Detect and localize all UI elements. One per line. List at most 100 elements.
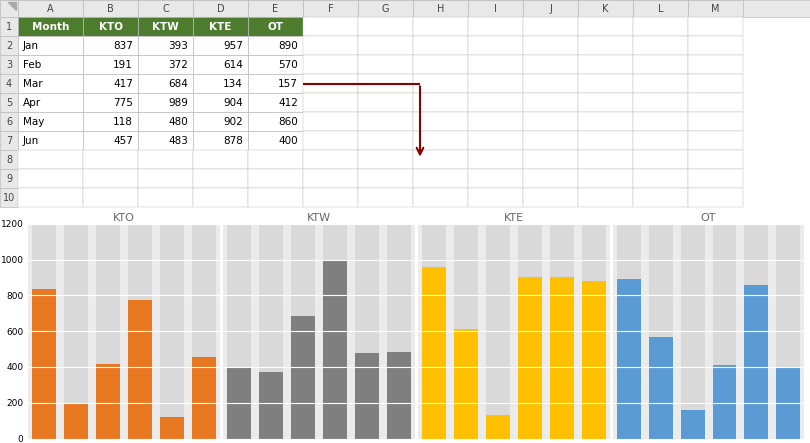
- Bar: [193, 188, 248, 207]
- Text: C: C: [162, 4, 168, 13]
- Bar: [578, 17, 633, 36]
- Text: KTW: KTW: [152, 22, 179, 31]
- Bar: [688, 112, 743, 131]
- Text: D: D: [217, 4, 224, 13]
- Bar: [358, 150, 413, 169]
- Bar: [32, 224, 56, 439]
- Bar: [303, 36, 358, 55]
- Text: May: May: [23, 117, 45, 127]
- Bar: [193, 0, 248, 17]
- Bar: [18, 112, 83, 131]
- Bar: [83, 150, 138, 169]
- Text: J: J: [549, 4, 552, 13]
- Bar: [468, 112, 523, 131]
- Bar: [18, 17, 83, 36]
- Bar: [291, 224, 315, 439]
- Text: KTE: KTE: [209, 22, 232, 31]
- Bar: [0, 131, 18, 150]
- Bar: [358, 36, 413, 55]
- Bar: [688, 150, 743, 169]
- Polygon shape: [8, 2, 16, 10]
- Bar: [323, 224, 347, 439]
- Bar: [138, 55, 193, 74]
- Text: OT: OT: [267, 22, 284, 31]
- Bar: [633, 0, 688, 17]
- Bar: [744, 284, 769, 439]
- Bar: [18, 36, 83, 55]
- Bar: [193, 36, 248, 55]
- Bar: [248, 112, 303, 131]
- Bar: [523, 169, 578, 188]
- Bar: [523, 150, 578, 169]
- Bar: [248, 131, 303, 150]
- Title: KTE: KTE: [504, 213, 524, 223]
- Bar: [578, 169, 633, 188]
- Bar: [387, 224, 411, 439]
- Bar: [523, 74, 578, 93]
- Bar: [777, 367, 800, 439]
- Bar: [468, 74, 523, 93]
- Bar: [83, 55, 138, 74]
- Text: 412: 412: [278, 97, 298, 108]
- Text: Month: Month: [32, 22, 69, 31]
- Bar: [303, 112, 358, 131]
- Bar: [633, 55, 688, 74]
- Bar: [387, 352, 411, 439]
- Bar: [468, 150, 523, 169]
- Bar: [193, 112, 248, 131]
- Bar: [160, 417, 184, 439]
- Bar: [248, 74, 303, 93]
- Bar: [248, 0, 303, 17]
- Text: 878: 878: [223, 136, 243, 145]
- Bar: [303, 169, 358, 188]
- Bar: [468, 93, 523, 112]
- Bar: [454, 329, 478, 439]
- Text: Jan: Jan: [23, 40, 39, 51]
- Bar: [578, 150, 633, 169]
- Bar: [18, 55, 83, 74]
- Text: 4: 4: [6, 78, 12, 89]
- Bar: [83, 0, 138, 17]
- Text: 157: 157: [278, 78, 298, 89]
- Bar: [550, 277, 573, 439]
- Bar: [138, 169, 193, 188]
- Bar: [291, 316, 315, 439]
- Bar: [468, 17, 523, 36]
- Bar: [777, 224, 800, 439]
- Bar: [468, 55, 523, 74]
- Bar: [486, 224, 509, 439]
- Bar: [259, 224, 283, 439]
- Bar: [303, 150, 358, 169]
- Bar: [248, 150, 303, 169]
- Bar: [18, 169, 83, 188]
- Text: I: I: [494, 4, 497, 13]
- Bar: [83, 74, 138, 93]
- Bar: [413, 112, 468, 131]
- Bar: [138, 188, 193, 207]
- Bar: [744, 224, 769, 439]
- Text: 9: 9: [6, 174, 12, 183]
- Bar: [578, 131, 633, 150]
- Bar: [248, 188, 303, 207]
- Bar: [138, 93, 193, 112]
- Bar: [32, 289, 56, 439]
- Bar: [18, 150, 83, 169]
- Bar: [413, 17, 468, 36]
- Bar: [355, 224, 379, 439]
- Text: Feb: Feb: [23, 59, 41, 70]
- Bar: [616, 279, 641, 439]
- Text: 191: 191: [113, 59, 133, 70]
- Text: 417: 417: [113, 78, 133, 89]
- Text: 614: 614: [223, 59, 243, 70]
- Bar: [486, 415, 509, 439]
- Bar: [323, 261, 347, 439]
- Bar: [688, 93, 743, 112]
- Bar: [18, 131, 83, 150]
- Text: 904: 904: [224, 97, 243, 108]
- Bar: [523, 36, 578, 55]
- Bar: [303, 55, 358, 74]
- Bar: [413, 36, 468, 55]
- Bar: [523, 93, 578, 112]
- Text: H: H: [437, 4, 444, 13]
- Bar: [413, 150, 468, 169]
